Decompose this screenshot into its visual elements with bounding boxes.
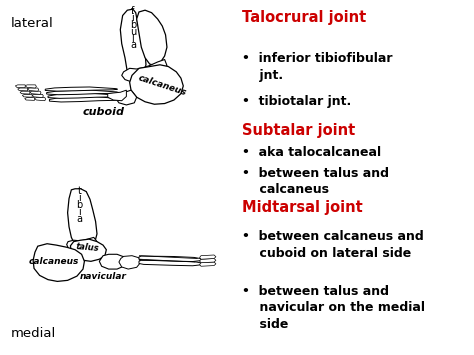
Polygon shape	[46, 90, 119, 95]
Text: Talocrural joint: Talocrural joint	[242, 10, 366, 25]
Polygon shape	[15, 85, 25, 88]
Polygon shape	[49, 97, 122, 102]
Text: •  between calcaneus and
    cuboid on lateral side: • between calcaneus and cuboid on latera…	[242, 230, 423, 260]
Text: a: a	[77, 214, 83, 224]
Text: •  between talus and
    calcaneus: • between talus and calcaneus	[242, 167, 389, 196]
Text: cuboid: cuboid	[83, 107, 125, 118]
Text: medial: medial	[11, 327, 56, 340]
Polygon shape	[45, 87, 118, 91]
Polygon shape	[130, 65, 183, 104]
Polygon shape	[119, 256, 140, 269]
Text: •  inferior tibiofibular
    jnt.: • inferior tibiofibular jnt.	[242, 53, 392, 82]
Text: b: b	[77, 200, 83, 211]
Polygon shape	[139, 256, 202, 262]
Text: lateral: lateral	[11, 17, 54, 30]
Text: calcaneus: calcaneus	[137, 73, 188, 97]
Polygon shape	[100, 254, 127, 269]
Polygon shape	[71, 239, 106, 261]
Polygon shape	[33, 244, 84, 282]
Text: calcaneus: calcaneus	[29, 257, 79, 266]
Text: i: i	[78, 207, 81, 218]
Polygon shape	[22, 94, 32, 97]
Text: •  aka talocalcaneal: • aka talocalcaneal	[242, 146, 381, 159]
Text: f: f	[131, 6, 135, 16]
Text: i: i	[78, 193, 81, 203]
Polygon shape	[25, 85, 36, 88]
Polygon shape	[139, 260, 202, 266]
Polygon shape	[68, 189, 97, 251]
Polygon shape	[122, 60, 167, 83]
Polygon shape	[48, 93, 120, 98]
Polygon shape	[200, 255, 216, 259]
Text: b: b	[130, 20, 136, 30]
Polygon shape	[20, 91, 30, 94]
Polygon shape	[25, 98, 35, 100]
Text: •  between talus and
    navicular on the medial
    side: • between talus and navicular on the med…	[242, 285, 425, 331]
Polygon shape	[116, 90, 137, 105]
Text: Midtarsal joint: Midtarsal joint	[242, 200, 362, 215]
Text: i: i	[132, 13, 134, 23]
Text: l: l	[132, 34, 134, 44]
Polygon shape	[18, 88, 27, 91]
Polygon shape	[30, 91, 41, 94]
Text: navicular: navicular	[80, 272, 127, 281]
Polygon shape	[35, 98, 46, 101]
Polygon shape	[200, 262, 216, 266]
Polygon shape	[67, 237, 97, 254]
Polygon shape	[200, 258, 216, 263]
Polygon shape	[120, 9, 146, 82]
Text: t: t	[78, 186, 82, 196]
Polygon shape	[32, 94, 43, 98]
Text: Subtalar joint: Subtalar joint	[242, 123, 355, 138]
Text: u: u	[130, 27, 136, 37]
Polygon shape	[137, 10, 167, 65]
Text: •  tibiotalar jnt.: • tibiotalar jnt.	[242, 95, 351, 108]
Polygon shape	[108, 90, 127, 101]
Text: a: a	[130, 40, 136, 50]
Polygon shape	[27, 88, 39, 91]
Text: talus: talus	[75, 242, 100, 253]
